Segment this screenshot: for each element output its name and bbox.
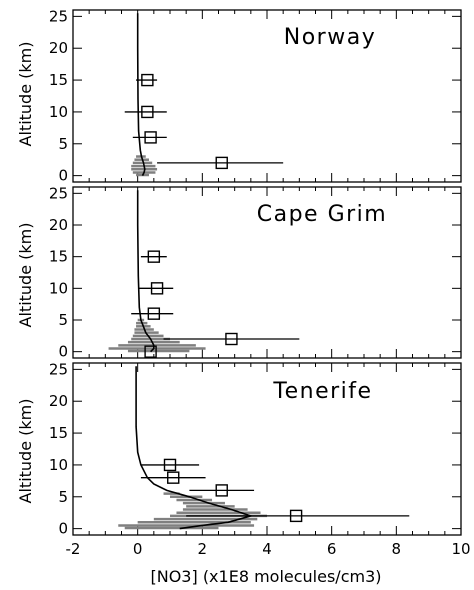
- model-profile-cape-grim: [136, 190, 155, 353]
- plot-frame-tenerife: [72, 362, 462, 536]
- model-profile-norway: [136, 13, 146, 176]
- data-point-cape-grim: [147, 307, 161, 320]
- plot-frame-norway: [72, 9, 462, 183]
- y-tick-label-cape-grim: 0: [58, 343, 68, 361]
- site-label-tenerife: Tenerife: [272, 379, 372, 404]
- x-tick-label: 10: [451, 540, 470, 558]
- y-tick-label-cape-grim: 25: [49, 184, 68, 202]
- y-tick-label-tenerife: 5: [58, 488, 68, 506]
- y-tick-label-cape-grim: 20: [49, 216, 68, 234]
- y-tick-label-tenerife: 25: [49, 360, 68, 378]
- data-point-norway: [141, 105, 154, 119]
- y-tick-label-norway: 25: [49, 7, 68, 25]
- x-tick-label: 4: [262, 540, 272, 558]
- y-tick-label-tenerife: 20: [49, 392, 68, 410]
- data-point-tenerife: [215, 484, 228, 497]
- panel-norway: Norway 0 5 10 15 20 25: [49, 7, 462, 185]
- panel-tenerife: Tenerife 0 5 10 15 20 25 -2 0 2 4 6 8 10: [49, 360, 471, 558]
- site-label-norway: Norway: [284, 25, 376, 50]
- x-tick-label: 6: [327, 540, 337, 558]
- panel-cape-grim: Cape Grim 0 5 10 15 20 25: [49, 184, 462, 361]
- site-label-cape-grim: Cape Grim: [257, 202, 387, 227]
- y-axis-label-tenerife: Altitude (km): [16, 399, 35, 504]
- x-tick-label: 8: [392, 540, 402, 558]
- y-tick-label-cape-grim: 15: [49, 248, 68, 266]
- y-tick-label-norway: 10: [49, 103, 68, 121]
- y-axis-label-cape-grim: Altitude (km): [16, 223, 35, 328]
- y-tick-label-norway: 15: [49, 71, 68, 89]
- data-point-norway: [144, 131, 157, 144]
- data-point-cape-grim: [225, 332, 238, 346]
- x-tick-label: 2: [198, 540, 208, 558]
- y-tick-label-cape-grim: 5: [58, 311, 68, 329]
- data-point-norway: [215, 156, 228, 170]
- x-tick-label: 0: [133, 540, 143, 558]
- y-tick-label-tenerife: 0: [58, 520, 68, 538]
- y-tick-label-norway: 5: [58, 135, 68, 153]
- y-axis-label-norway: Altitude (km): [16, 42, 35, 147]
- model-profile-tenerife: [135, 366, 254, 530]
- y-tick-label-norway: 0: [58, 167, 68, 185]
- data-point-tenerife: [289, 509, 303, 523]
- y-tick-label-tenerife: 10: [49, 456, 68, 474]
- y-tick-label-tenerife: 15: [49, 424, 68, 442]
- data-point-cape-grim: [147, 250, 161, 263]
- data-point-tenerife: [167, 471, 180, 484]
- data-point-norway: [141, 73, 154, 87]
- y-tick-label-norway: 20: [49, 39, 68, 57]
- x-tick-label: -2: [66, 540, 81, 558]
- data-point-cape-grim: [150, 282, 164, 295]
- data-point-cape-grim: [144, 345, 157, 358]
- x-axis-label: [NO3] (x1E8 molecules/cm3): [151, 567, 382, 586]
- data-point-tenerife: [163, 458, 177, 472]
- y-tick-label-cape-grim: 10: [49, 279, 68, 297]
